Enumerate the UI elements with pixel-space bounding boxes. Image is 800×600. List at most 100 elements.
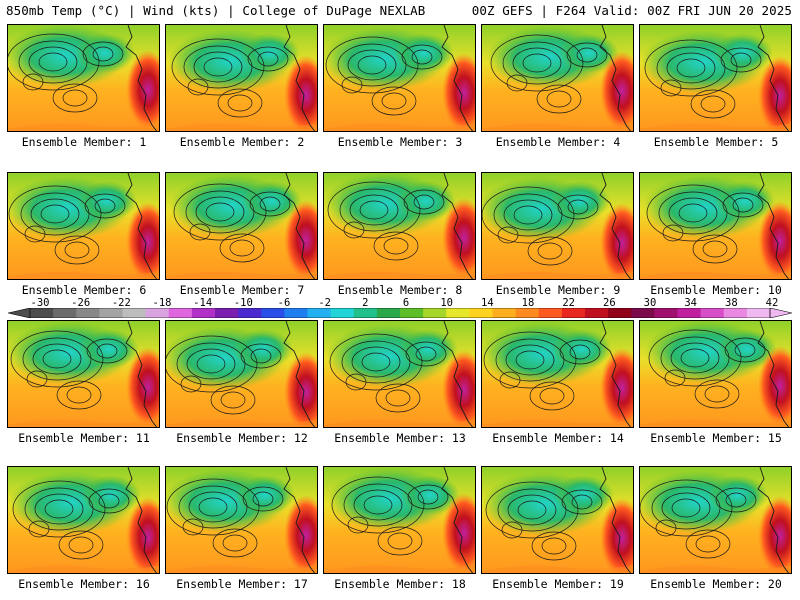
isotherm-contours [8, 25, 158, 131]
heat-ridge [600, 348, 633, 427]
warm-band [640, 271, 791, 279]
heat-ridge [758, 346, 791, 426]
member-caption: Ensemble Member: 4 [495, 135, 621, 149]
heat-ridge [284, 55, 317, 131]
warm-band [482, 419, 633, 427]
colorbar-swatch [30, 308, 54, 318]
temperature-map [640, 467, 791, 573]
colorbar-tick-label: -30 [30, 297, 50, 309]
isotherm-contours [331, 467, 474, 573]
cold-pool-secondary [400, 475, 460, 515]
isotherm-contours [173, 173, 316, 279]
heat-ridge [600, 498, 633, 573]
warm-band [482, 271, 633, 279]
colorbar-outline [29, 308, 771, 318]
colorbar-swatch [353, 308, 378, 318]
member-caption: Ensemble Member: 1 [21, 135, 147, 149]
ensemble-map-14 [481, 320, 634, 428]
warm-band [482, 565, 633, 573]
colorbar-swatch [538, 308, 563, 318]
colorbar-swatch [515, 308, 540, 318]
warm-band [8, 565, 159, 573]
heat-ridge [758, 56, 791, 131]
colorbar-tick-label: 26 [603, 297, 616, 309]
colorbar-swatch [168, 308, 193, 318]
isotherm-contours [483, 321, 632, 427]
isotherm-contours [485, 467, 632, 573]
heat-ridge [284, 200, 317, 279]
member-caption: Ensemble Member: 18 [334, 577, 466, 591]
colorbar-swatch [307, 308, 332, 318]
colorbar-swatch [122, 308, 147, 318]
cold-pool-secondary [240, 33, 300, 73]
colorbar-tick-label: 22 [562, 297, 575, 309]
colorbar-tick-label: 10 [440, 297, 453, 309]
ensemble-map-4 [481, 24, 634, 132]
heat-ridge [442, 53, 475, 131]
warm-band [324, 419, 475, 427]
colorbar-swatch [608, 308, 632, 318]
isotherm-contours [646, 173, 790, 279]
heat-ridge [758, 201, 791, 279]
member-caption: Ensemble Member: 11 [18, 431, 150, 445]
ensemble-map-7 [165, 172, 318, 280]
colorbar-high-arrow [769, 308, 793, 318]
colorbar-swatch [215, 308, 239, 318]
warm-band [640, 123, 791, 131]
heat-ridge [442, 350, 475, 427]
member-caption: Ensemble Member: 14 [492, 431, 624, 445]
heat-ridge [600, 51, 633, 131]
colorbar-swatch [631, 308, 655, 318]
colorbar-tick-label: -18 [152, 297, 172, 309]
cold-pool-secondary [550, 181, 610, 221]
colorbar-swatch [677, 308, 702, 318]
member-caption: Ensemble Member: 8 [337, 283, 463, 297]
temperature-map [640, 25, 791, 131]
isotherm-contours [171, 25, 316, 131]
temperature-map [482, 321, 633, 427]
colorbar: -30 -26 -22 -18 -14 -10 -6 -2 2 6 10 14 18 22 26 30 34 38… [6, 297, 794, 319]
warm-band [166, 419, 317, 427]
colorbar-swatch [238, 308, 262, 318]
cold-pool-secondary [559, 33, 619, 73]
ensemble-map-20 [639, 466, 792, 574]
colorbar-swatch [99, 308, 123, 318]
colorbar-swatch [746, 308, 771, 318]
temperature-map [482, 25, 633, 131]
warm-band [640, 419, 791, 427]
header-title: 850mb Temp (°C) | Wind (kts) | College o… [6, 3, 426, 18]
warm-band [640, 565, 791, 573]
colorbar-swatch [423, 308, 447, 318]
isotherm-contours [329, 321, 474, 427]
ensemble-map-8 [323, 172, 476, 280]
colorbar-swatch [261, 308, 285, 318]
heat-ridge [442, 198, 475, 278]
heat-ridge [758, 496, 791, 573]
heat-ridge [126, 50, 159, 130]
warm-band [324, 565, 475, 573]
warm-band [8, 271, 159, 279]
colorbar-swatch [145, 308, 170, 318]
heat-ridge [600, 203, 633, 279]
temperature-map [640, 173, 791, 279]
isotherm-contours [327, 173, 474, 279]
temperature-map [324, 25, 475, 131]
ensemble-map-2 [165, 24, 318, 132]
colorbar-tick-label: 38 [725, 297, 738, 309]
warm-band [8, 123, 159, 131]
heat-ridge [126, 347, 159, 427]
member-caption: Ensemble Member: 13 [334, 431, 466, 445]
colorbar-swatch [400, 308, 424, 318]
temperature-map [166, 173, 317, 279]
ensemble-map-1 [7, 24, 160, 132]
isotherm-contours [325, 25, 474, 131]
cold-pool-secondary [708, 475, 768, 515]
temperature-map [324, 467, 475, 573]
member-caption: Ensemble Member: 15 [650, 431, 782, 445]
temperature-map [8, 173, 159, 279]
temperature-map [166, 25, 317, 131]
isotherm-contours [166, 321, 316, 427]
cold-pool-secondary [77, 181, 137, 221]
member-caption: Ensemble Member: 19 [492, 577, 624, 591]
isotherm-contours [648, 321, 790, 427]
